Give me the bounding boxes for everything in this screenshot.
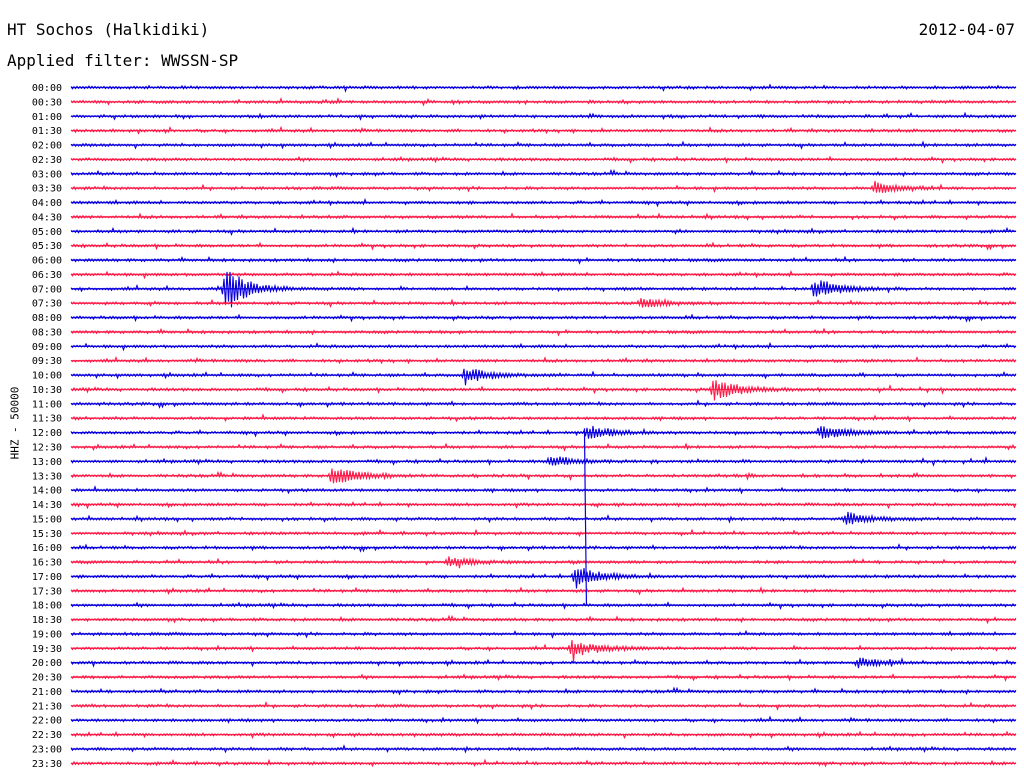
row-time-label: 11:00 — [32, 399, 62, 410]
row-time-label: 14:00 — [32, 486, 62, 497]
trace-line — [70, 701, 1017, 711]
row-time-label: 06:30 — [32, 270, 62, 281]
row-time-label: 00:00 — [32, 83, 62, 94]
filter-label: Applied filter: WWSSN-SP — [7, 51, 239, 70]
row-time-label: 17:00 — [32, 572, 62, 583]
row-time-label: 15:30 — [32, 529, 62, 540]
row-time-label: 18:30 — [32, 615, 62, 626]
row-time-label: 09:00 — [32, 342, 62, 353]
trace-line — [70, 380, 1017, 401]
row-time-label: 19:00 — [32, 629, 62, 640]
trace-line — [70, 528, 1017, 538]
trace-line — [70, 639, 1017, 662]
trace-group — [70, 83, 1017, 768]
row-time-label: 08:30 — [32, 327, 62, 338]
row-time-label: 22:00 — [32, 716, 62, 727]
station-title: HT Sochos (Halkidiki) — [7, 20, 210, 39]
trace-line — [70, 586, 1017, 596]
row-time-label: 13:00 — [32, 457, 62, 468]
row-time-label: 07:30 — [32, 299, 62, 310]
row-time-label: 01:30 — [32, 126, 62, 137]
row-time-label: 13:30 — [32, 471, 62, 482]
trace-line — [70, 543, 1017, 553]
row-time-label: 23:30 — [32, 759, 62, 770]
row-time-label: 14:30 — [32, 500, 62, 511]
row-time-label: 09:30 — [32, 356, 62, 367]
row-time-label: 16:00 — [32, 543, 62, 554]
row-time-label: 10:00 — [32, 371, 62, 382]
row-time-label: 23:00 — [32, 744, 62, 755]
row-time-label: 03:00 — [32, 169, 62, 180]
row-time-label: 11:30 — [32, 414, 62, 425]
trace-line — [70, 341, 1017, 352]
trace-line — [70, 413, 1017, 423]
trace-line — [70, 368, 1017, 386]
row-time-label: 06:00 — [32, 256, 62, 267]
trace-line — [70, 269, 1017, 280]
row-time-label: 02:30 — [32, 155, 62, 166]
trace-line — [70, 355, 1017, 365]
row-time-label: 02:00 — [32, 141, 62, 152]
row-time-label: 05:00 — [32, 227, 62, 238]
trace-line — [70, 226, 1017, 237]
row-time-label: 07:00 — [32, 284, 62, 295]
row-time-label: 10:30 — [32, 385, 62, 396]
row-time-label: 04:00 — [32, 198, 62, 209]
trace-line — [70, 297, 1017, 308]
row-time-label: 03:30 — [32, 184, 62, 195]
row-time-label: 08:00 — [32, 313, 62, 324]
trace-line — [70, 673, 1017, 682]
row-time-label: 17:30 — [32, 586, 62, 597]
row-time-label: 16:30 — [32, 558, 62, 569]
trace-line — [70, 313, 1017, 323]
trace-line — [70, 442, 1017, 452]
row-time-label: 04:30 — [32, 212, 62, 223]
trace-line — [70, 83, 1017, 93]
record-date: 2012-04-07 — [918, 20, 1015, 39]
row-time-label: 05:30 — [32, 241, 62, 252]
row-time-label: 21:30 — [32, 701, 62, 712]
trace-line — [70, 180, 1017, 194]
trace-line — [70, 500, 1017, 510]
tick-label-group: 00:00 00:30 01:00 01:30 02:00 02:30 03:00 03:30… — [32, 83, 62, 770]
trace-line — [70, 212, 1017, 221]
row-time-label: 19:30 — [32, 644, 62, 655]
row-time-label: 12:30 — [32, 443, 62, 454]
row-time-label: 20:00 — [32, 658, 62, 669]
trace-line — [70, 125, 1017, 135]
row-time-label: 18:00 — [32, 601, 62, 612]
row-time-label: 15:00 — [32, 514, 62, 525]
row-time-label: 01:00 — [32, 112, 62, 123]
row-time-label: 20:30 — [32, 673, 62, 684]
large-event-spike — [583, 428, 588, 606]
trace-line — [70, 425, 1017, 439]
trace-line — [70, 568, 1017, 589]
row-time-label: 12:00 — [32, 428, 62, 439]
row-time-label: 00:30 — [32, 97, 62, 108]
row-time-label: 22:30 — [32, 730, 62, 741]
trace-line — [70, 271, 1017, 308]
row-time-label: 21:00 — [32, 687, 62, 698]
